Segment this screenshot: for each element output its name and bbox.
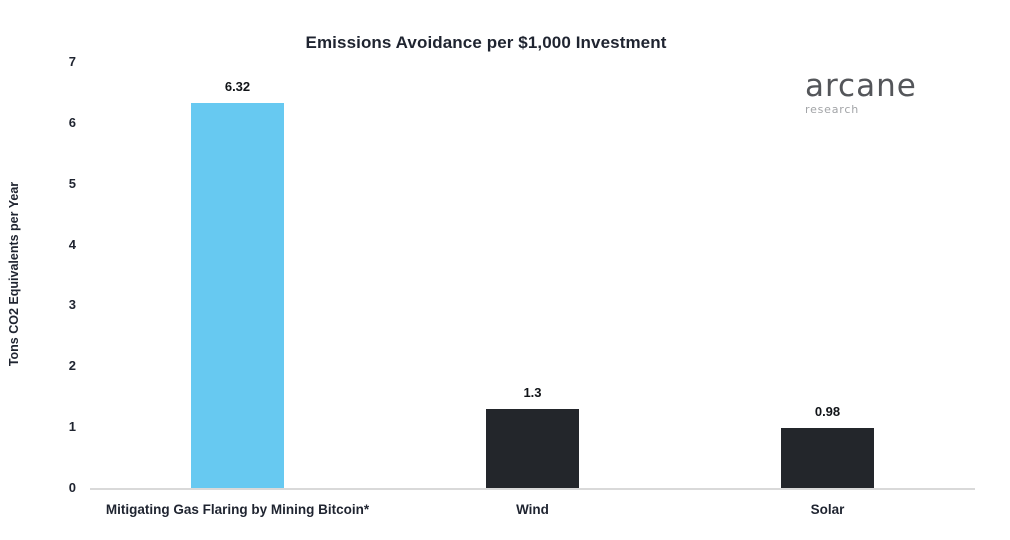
bar-value-label: 0.98 [814, 404, 841, 420]
x-axis-category-label: Solar [810, 502, 845, 517]
logo-subtext: research [805, 103, 859, 116]
y-axis-tick-label: 1 [68, 419, 76, 435]
y-axis-tick-label: 2 [68, 358, 76, 374]
bar-value-label: 1.3 [523, 384, 542, 400]
bar-wind [486, 408, 579, 488]
logo-wordmark: arcane [805, 68, 917, 104]
arcane-research-logo: arcane research [805, 70, 917, 116]
x-axis-category-label: Mitigating Gas Flaring by Mining Bitcoin… [105, 502, 370, 517]
chart-title: Emissions Avoidance per $1,000 Investmen… [305, 33, 667, 52]
y-axis-tick-label: 3 [68, 297, 76, 313]
bar-bitcoin-flaring [191, 103, 284, 488]
x-axis-line [90, 488, 975, 490]
bar-solar [781, 428, 874, 488]
y-axis-tick-label: 5 [68, 175, 76, 191]
x-axis-category-label: Wind [516, 502, 549, 517]
y-axis-tick-label: 4 [68, 236, 76, 252]
y-axis-tick-label: 7 [68, 54, 76, 69]
y-axis-title: Tons CO2 Equivalents per Year [7, 181, 21, 367]
bar-value-label: 6.32 [224, 79, 251, 95]
y-axis-tick-label: 0 [68, 480, 76, 495]
y-axis-tick-label: 6 [68, 114, 76, 130]
